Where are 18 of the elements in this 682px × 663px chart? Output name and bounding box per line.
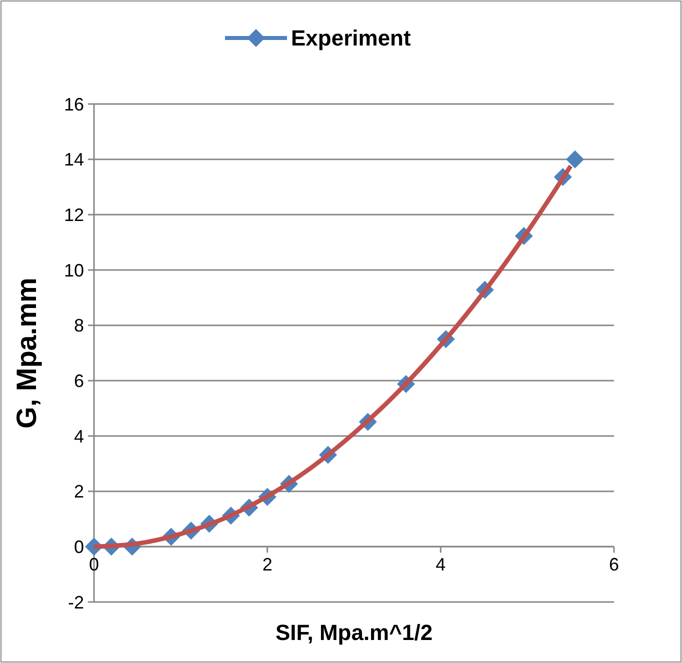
- x-tick-label: 0: [88, 554, 100, 575]
- x-tick-label: 4: [436, 554, 446, 575]
- y-tick-label: 12: [64, 204, 84, 225]
- y-tick-label: 8: [74, 316, 84, 336]
- y-tick-label: -2: [68, 592, 84, 612]
- y-tick-label: 2: [74, 482, 84, 502]
- point: [566, 150, 584, 168]
- x-axis-title: SIF, Mpa.m^1/2: [275, 620, 433, 645]
- x-tick-label: 6: [608, 554, 620, 575]
- y-tick-label: 10: [64, 260, 84, 280]
- legend-label: Experiment: [291, 26, 412, 51]
- y-tick-label: 14: [64, 150, 84, 170]
- y-tick-label: 6: [74, 370, 84, 391]
- y-tick-label: 16: [64, 94, 84, 114]
- y-axis-title: G, Mpa.mm: [11, 278, 42, 428]
- x-tick-label: 2: [262, 554, 272, 575]
- y-tick-label: 0: [74, 536, 84, 557]
- y-tick-label: 4: [74, 426, 84, 446]
